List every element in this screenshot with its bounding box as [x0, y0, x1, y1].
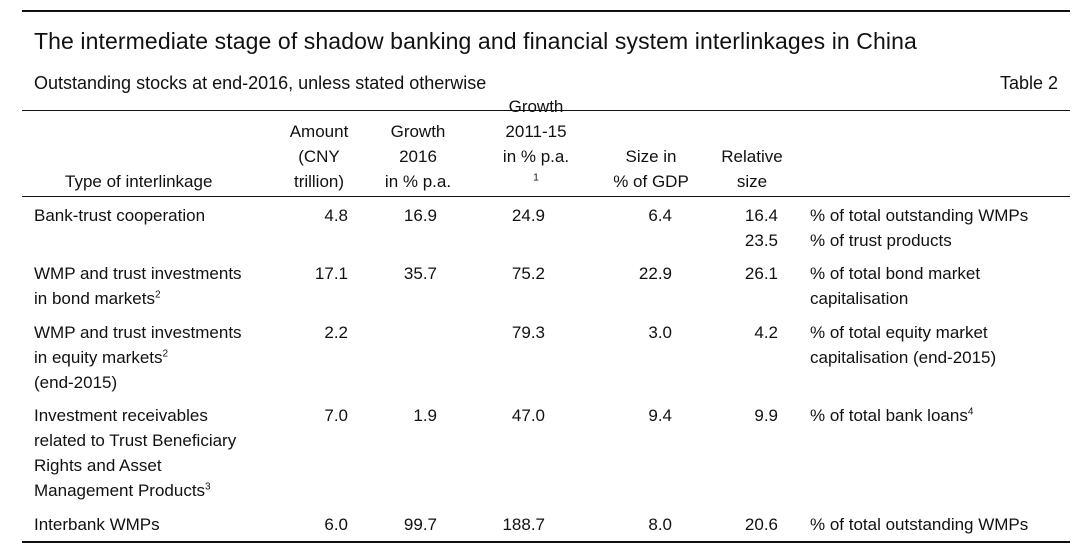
row-size-gdp: 3.0	[648, 323, 672, 342]
footnote-marker: 4	[967, 406, 974, 418]
row-relative-size: 4.2	[754, 323, 778, 342]
row-growth-2016: 99.7	[403, 515, 437, 534]
table-title: The intermediate stage of shadow banking…	[34, 28, 917, 54]
row-amount: 4.8	[324, 206, 348, 225]
footnote-marker: 2	[154, 289, 161, 301]
row-description: % of total outstanding WMPs	[810, 515, 1029, 534]
col-header-size-gdp: Size in % of GDP	[613, 147, 689, 191]
row-description: % of total bank loans4	[810, 406, 974, 425]
row-relative-size: 20.6	[744, 515, 778, 534]
row-type: WMP and trust investments in equity mark…	[34, 323, 242, 392]
row-description: % of total bond market capitalisation	[810, 264, 981, 308]
row-relative-size: 9.9	[754, 406, 778, 425]
row-amount: 17.1	[314, 264, 348, 283]
row-growth-2016: 35.7	[403, 264, 437, 283]
row-type: Interbank WMPs	[34, 515, 160, 534]
col-header-growth-2016: Growth 2016 in % p.a.	[384, 122, 452, 191]
row-type: Bank-trust cooperation	[34, 206, 206, 225]
row-type: WMP and trust investments in bond market…	[34, 264, 242, 308]
row-size-gdp: 6.4	[648, 206, 672, 225]
footnote-marker: 3	[205, 481, 211, 493]
top-rule	[22, 10, 1070, 12]
row-relative-size: 26.1	[744, 264, 778, 283]
row-growth-2011-15: 24.9	[511, 206, 545, 225]
row-amount: 2.2	[324, 323, 348, 342]
row-type: Investment receivables related to Trust …	[34, 406, 237, 500]
col-header-amount: Amount (CNY trillion)	[289, 122, 349, 191]
table-subtitle: Outstanding stocks at end-2016, unless s…	[34, 73, 487, 93]
row-description: % of total equity market capitalisation …	[810, 323, 997, 367]
col-header-growth-2011-15: Growth 2011-15 in % p.a. 1	[502, 97, 570, 184]
row-amount: 6.0	[324, 515, 348, 534]
row-description: % of total outstanding WMPs % of trust p…	[810, 206, 1029, 250]
footnote-marker: 2	[162, 348, 169, 360]
row-growth-2011-15: 47.0	[511, 406, 545, 425]
bottom-rule	[22, 541, 1070, 543]
row-amount: 7.0	[324, 406, 348, 425]
header-rule	[22, 110, 1070, 111]
table-number: Table 2	[999, 73, 1058, 93]
row-size-gdp: 8.0	[648, 515, 672, 534]
row-growth-2011-15: 188.7	[502, 515, 545, 534]
col-header-relative-size: Relative size	[721, 147, 783, 191]
footnote-marker: 1	[533, 172, 539, 184]
column-header-rule	[22, 196, 1070, 197]
row-size-gdp: 22.9	[638, 264, 672, 283]
row-size-gdp: 9.4	[648, 406, 672, 425]
row-growth-2016: 16.9	[403, 206, 437, 225]
row-growth-2011-15: 79.3	[511, 323, 545, 342]
row-growth-2011-15: 75.2	[511, 264, 545, 283]
col-header-type: Type of interlinkage	[65, 172, 213, 191]
row-relative-size: 16.4 23.5	[744, 206, 778, 250]
row-growth-2016: 1.9	[413, 406, 437, 425]
